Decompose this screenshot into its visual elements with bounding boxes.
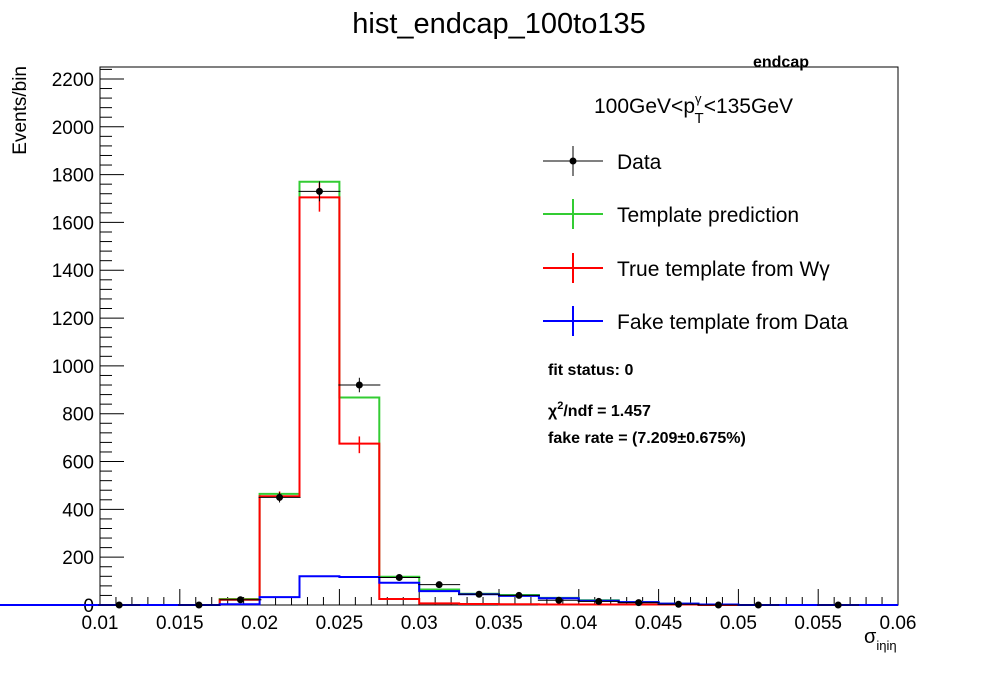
x-tick-label: 0.03: [401, 613, 438, 634]
data-point: [315, 187, 323, 195]
legend: Data Template prediction True template f…: [543, 146, 848, 336]
data-point: [355, 381, 363, 389]
y-tick-label: 800: [62, 405, 94, 426]
legend-label-data: Data: [617, 151, 662, 174]
data-point: [435, 581, 443, 589]
hist-template: [0, 180, 898, 606]
x-tick-label: 0.045: [635, 613, 683, 634]
region-label: endcap: [753, 54, 809, 71]
y-axis-label: Events/bin: [10, 66, 31, 155]
data-point: [395, 574, 403, 582]
legend-entry-true: True template from Wγ: [543, 253, 830, 283]
x-tick-label: 0.01: [82, 613, 119, 634]
x-tick-label: 0.02: [241, 613, 278, 634]
error-bars: [278, 182, 361, 501]
x-tick-label: 0.06: [880, 613, 917, 634]
y-tick-label: 600: [62, 453, 94, 474]
data-point: [236, 596, 244, 604]
chart-title: hist_endcap_100to135: [352, 8, 645, 40]
data-point: [515, 591, 523, 599]
legend-entry-template: Template prediction: [543, 199, 799, 229]
plot-frame: [99, 66, 899, 606]
y-tick-label: 1800: [52, 166, 94, 187]
legend-entry-data: Data: [543, 146, 662, 176]
data-point: [115, 601, 123, 609]
pt-range-label: 100GeV<pγ T<135GeV: [594, 91, 793, 127]
y-tick-label: 1600: [52, 213, 94, 234]
x-tick-label: 0.025: [316, 613, 364, 634]
hist-fake: [0, 575, 898, 606]
data-point: [754, 601, 762, 609]
chi2-text: χ2/ndf = 1.457: [548, 400, 651, 420]
y-tick-label: 1200: [52, 309, 94, 330]
data-points: [98, 181, 860, 609]
legend-label-true: True template from Wγ: [617, 258, 830, 281]
x-axis-label: σiηiη: [864, 626, 897, 653]
axes: 0.01 0.015 0.02 0.025 0.03 0.035 0.04 0.045 0.05…: [52, 68, 917, 634]
y-tick-label: 400: [62, 500, 94, 521]
legend-label-template: Template prediction: [617, 204, 799, 227]
x-tick-label: 0.04: [560, 613, 597, 634]
x-tick-label: 0.055: [794, 613, 842, 634]
data-point: [195, 601, 203, 609]
y-tick-label: 0: [83, 596, 94, 617]
data-point: [635, 599, 643, 607]
data-point: [276, 493, 284, 501]
data-point: [475, 590, 483, 598]
fake-rate-text: fake rate = (7.209±0.675%): [548, 430, 746, 447]
histograms: [0, 180, 898, 606]
y-tick-label: 2000: [52, 118, 94, 139]
data-point: [834, 601, 842, 609]
legend-data-marker: [569, 157, 577, 165]
y-tick-label: 2200: [52, 70, 94, 91]
y-tick-label: 1400: [52, 261, 94, 282]
legend-label-fake: Fake template from Data: [617, 311, 848, 334]
x-tick-label: 0.035: [475, 613, 523, 634]
data-point: [595, 597, 603, 605]
fit-status-text: fit status: 0: [548, 362, 633, 379]
legend-entry-fake: Fake template from Data: [543, 306, 848, 336]
data-point: [714, 601, 722, 609]
data-point: [675, 600, 683, 608]
x-tick-label: 0.05: [720, 613, 757, 634]
hist-true: [0, 196, 898, 606]
x-tick-label: 0.015: [156, 613, 204, 634]
y-tick-label: 200: [62, 548, 94, 569]
data-point: [555, 596, 563, 604]
y-tick-label: 1000: [52, 357, 94, 378]
